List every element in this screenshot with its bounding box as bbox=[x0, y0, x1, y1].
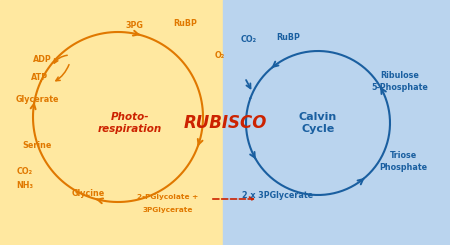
Text: Photo-
respiration: Photo- respiration bbox=[98, 112, 162, 134]
Text: O₂: O₂ bbox=[215, 50, 225, 60]
Text: Glycine: Glycine bbox=[72, 188, 104, 197]
Text: Triose: Triose bbox=[389, 150, 417, 159]
Text: 5-Phosphate: 5-Phosphate bbox=[372, 84, 428, 93]
Text: ATP: ATP bbox=[32, 73, 49, 82]
Bar bbox=[0, 0, 223, 245]
Text: 3PG: 3PG bbox=[125, 21, 143, 29]
Text: NH₃: NH₃ bbox=[17, 181, 33, 189]
Text: Glycerate: Glycerate bbox=[15, 96, 59, 105]
Text: RuBP: RuBP bbox=[276, 33, 300, 41]
Text: ADP: ADP bbox=[32, 56, 51, 64]
Text: Phosphate: Phosphate bbox=[379, 163, 427, 172]
Text: RUBISCO: RUBISCO bbox=[183, 114, 267, 132]
Text: RuBP: RuBP bbox=[173, 19, 197, 27]
Text: Calvin
Cycle: Calvin Cycle bbox=[299, 112, 337, 134]
Text: 2 x 3PGlycerate: 2 x 3PGlycerate bbox=[243, 191, 314, 199]
Bar bbox=[223, 0, 450, 245]
Text: Ribulose: Ribulose bbox=[381, 71, 419, 79]
Text: CO₂: CO₂ bbox=[17, 167, 33, 175]
Text: 3PGlycerate: 3PGlycerate bbox=[143, 207, 193, 213]
Text: Serine: Serine bbox=[22, 140, 52, 149]
Text: 2-PGlycolate +: 2-PGlycolate + bbox=[137, 194, 198, 200]
Text: CO₂: CO₂ bbox=[241, 36, 257, 45]
